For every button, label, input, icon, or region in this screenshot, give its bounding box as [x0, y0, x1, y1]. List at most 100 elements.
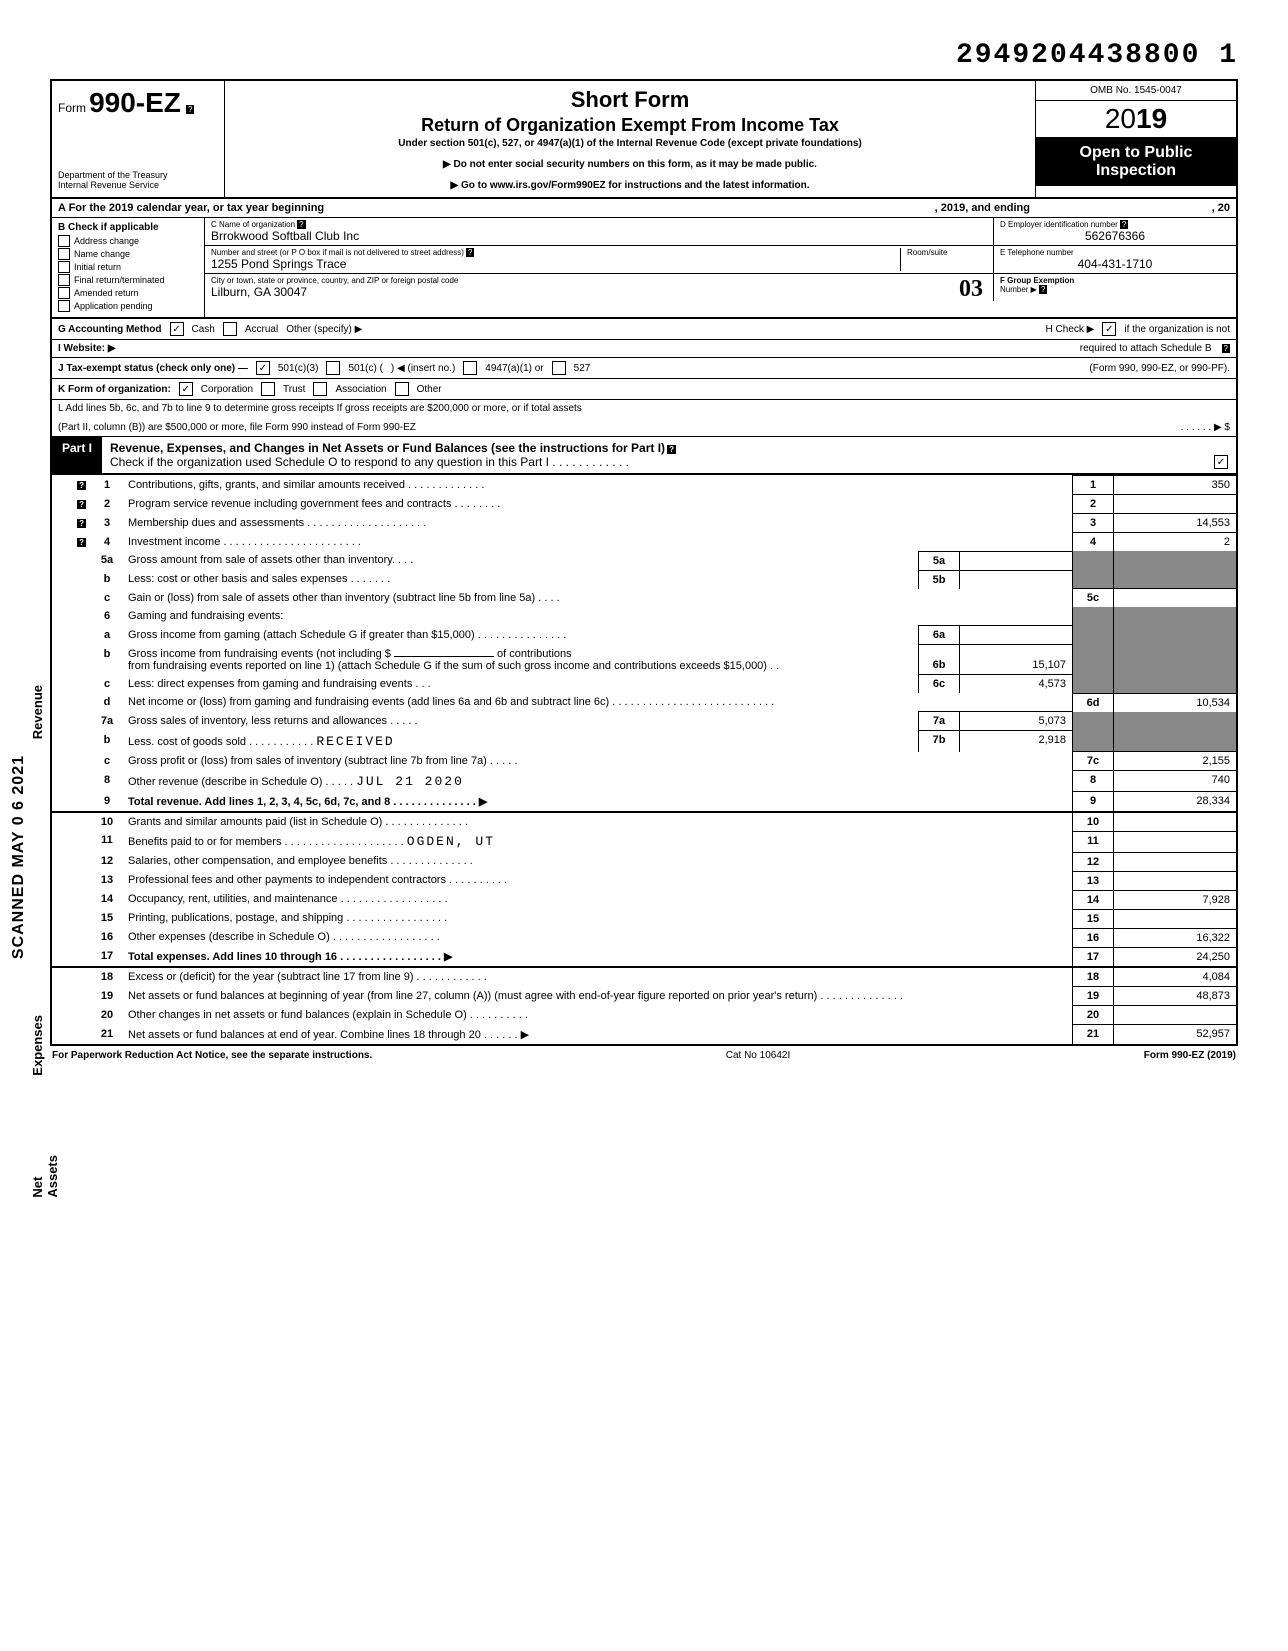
org-name: Brrokwood Softball Club Inc — [211, 229, 987, 243]
chk-schedule-o[interactable]: ✓ — [1214, 455, 1228, 469]
shv6c — [1114, 675, 1237, 694]
f-label: F Group Exemption — [1000, 276, 1074, 285]
chk-final[interactable] — [58, 274, 70, 286]
d7c: Gross profit or (loss) from sales of inv… — [122, 752, 1073, 771]
rn5c: 5c — [1073, 589, 1114, 608]
bv6c: 4,573 — [960, 675, 1073, 694]
title-main: Short Form — [237, 87, 1023, 113]
bv5b — [960, 570, 1073, 589]
i-label: I Website: ▶ — [58, 343, 116, 354]
part1-check-text: Check if the organization used Schedule … — [110, 455, 1208, 469]
help-icon: ? — [297, 220, 305, 229]
d19: Net assets or fund balances at beginning… — [122, 987, 1073, 1006]
d18: Excess or (deficit) for the year (subtra… — [122, 967, 1073, 987]
lbl-corp: Corporation — [201, 384, 253, 395]
chk-other[interactable] — [395, 382, 409, 396]
chk-4947[interactable] — [463, 361, 477, 375]
lbl-cash: Cash — [192, 324, 215, 335]
v6d: 10,534 — [1114, 693, 1237, 712]
rn19: 19 — [1073, 987, 1114, 1006]
n18: 18 — [92, 967, 122, 987]
bv6b: 15,107 — [960, 645, 1073, 675]
b6b: 6b — [919, 645, 960, 675]
lbl-other: Other — [417, 384, 442, 395]
chk-address[interactable] — [58, 235, 70, 247]
lbl-501c3: 501(c)(3) — [278, 363, 319, 374]
row-a: A For the 2019 calendar year, or tax yea… — [50, 199, 1238, 218]
lbl-name: Name change — [74, 249, 130, 259]
v19: 48,873 — [1114, 987, 1237, 1006]
v15 — [1114, 909, 1237, 928]
shv7b — [1114, 731, 1237, 752]
row-gh: G Accounting Method ✓Cash Accrual Other … — [50, 319, 1238, 340]
col-b: B Check if applicable Address change Nam… — [52, 218, 205, 317]
sh6b — [1073, 645, 1114, 675]
row-l: L Add lines 5b, 6c, and 7b to line 9 to … — [50, 400, 1238, 437]
d21: Net assets or fund balances at end of ye… — [122, 1025, 1073, 1044]
instruction-1: ▶ Do not enter social security numbers o… — [237, 159, 1023, 170]
help-icon: ? — [77, 538, 86, 547]
h-text1: H Check ▶ — [1046, 324, 1095, 335]
chk-accrual[interactable] — [223, 322, 237, 336]
row-j: J Tax-exempt status (check only one) — ✓… — [50, 358, 1238, 379]
d16: Other expenses (describe in Schedule O) … — [122, 928, 1073, 947]
stamp-received: RECEIVED — [316, 734, 394, 749]
lbl-accrual: Accrual — [245, 324, 278, 335]
rn6d: 6d — [1073, 693, 1114, 712]
d13: Professional fees and other payments to … — [122, 871, 1073, 890]
street-label: Number and street (or P O box if mail is… — [211, 248, 464, 257]
chk-cash[interactable]: ✓ — [170, 322, 184, 336]
city: Lilburn, GA 30047 — [211, 285, 987, 299]
chk-527[interactable] — [552, 361, 566, 375]
footer: For Paperwork Reduction Act Notice, see … — [50, 1046, 1238, 1065]
v4: 2 — [1114, 533, 1237, 552]
d8: Other revenue (describe in Schedule O) .… — [122, 771, 1073, 792]
v11 — [1114, 831, 1237, 852]
help-icon: ? — [1222, 344, 1230, 353]
row-i: I Website: ▶ required to attach Schedule… — [50, 340, 1238, 358]
lbl-527: 527 — [574, 363, 591, 374]
chk-name[interactable] — [58, 248, 70, 260]
lines-table: ?1Contributions, gifts, grants, and simi… — [52, 475, 1236, 1044]
year-prefix: 20 — [1105, 103, 1136, 134]
d6c: Less: direct expenses from gaming and fu… — [122, 675, 919, 694]
v18: 4,084 — [1114, 967, 1237, 987]
part1-title: Revenue, Expenses, and Changes in Net As… — [110, 441, 665, 455]
row-k: K Form of organization: ✓Corporation Tru… — [50, 379, 1238, 400]
bv5a — [960, 551, 1073, 570]
shv6b — [1114, 645, 1237, 675]
lbl-pending: Application pending — [74, 301, 153, 311]
rn10: 10 — [1073, 812, 1114, 832]
d5a: Gross amount from sale of assets other t… — [122, 551, 919, 570]
chk-501c[interactable] — [326, 361, 340, 375]
sh6c — [1073, 675, 1114, 694]
shv6 — [1114, 607, 1237, 626]
chk-initial[interactable] — [58, 261, 70, 273]
part1-header: Part I Revenue, Expenses, and Changes in… — [50, 437, 1238, 475]
header-right: OMB No. 1545-0047 2019 Open to Public In… — [1036, 81, 1236, 197]
n1: 1 — [92, 476, 122, 495]
d7b: Less. cost of goods sold . . . . . . . .… — [122, 731, 919, 752]
rn7c: 7c — [1073, 752, 1114, 771]
rn2: 2 — [1073, 495, 1114, 514]
instruction-2: ▶ Go to www.irs.gov/Form990EZ for instru… — [237, 180, 1023, 191]
rn21: 21 — [1073, 1025, 1114, 1044]
chk-assoc[interactable] — [313, 382, 327, 396]
chk-501c3[interactable]: ✓ — [256, 361, 270, 375]
street: 1255 Pond Springs Trace — [211, 257, 900, 271]
b7b: 7b — [919, 731, 960, 752]
chk-amended[interactable] — [58, 287, 70, 299]
chk-pending[interactable] — [58, 300, 70, 312]
chk-corp[interactable]: ✓ — [179, 382, 193, 396]
header-left: Form 990-EZ ? Department of the Treasury… — [52, 81, 225, 197]
n15: 15 — [92, 909, 122, 928]
d9: Total revenue. Add lines 1, 2, 3, 4, 5c,… — [122, 792, 1073, 812]
rn3: 3 — [1073, 514, 1114, 533]
chk-trust[interactable] — [261, 382, 275, 396]
shv5a — [1114, 551, 1237, 570]
n21: 21 — [92, 1025, 122, 1044]
phone: 404-431-1710 — [1000, 257, 1230, 271]
n17: 17 — [92, 947, 122, 967]
chk-h[interactable]: ✓ — [1102, 322, 1116, 336]
help-icon: ? — [1120, 220, 1128, 229]
